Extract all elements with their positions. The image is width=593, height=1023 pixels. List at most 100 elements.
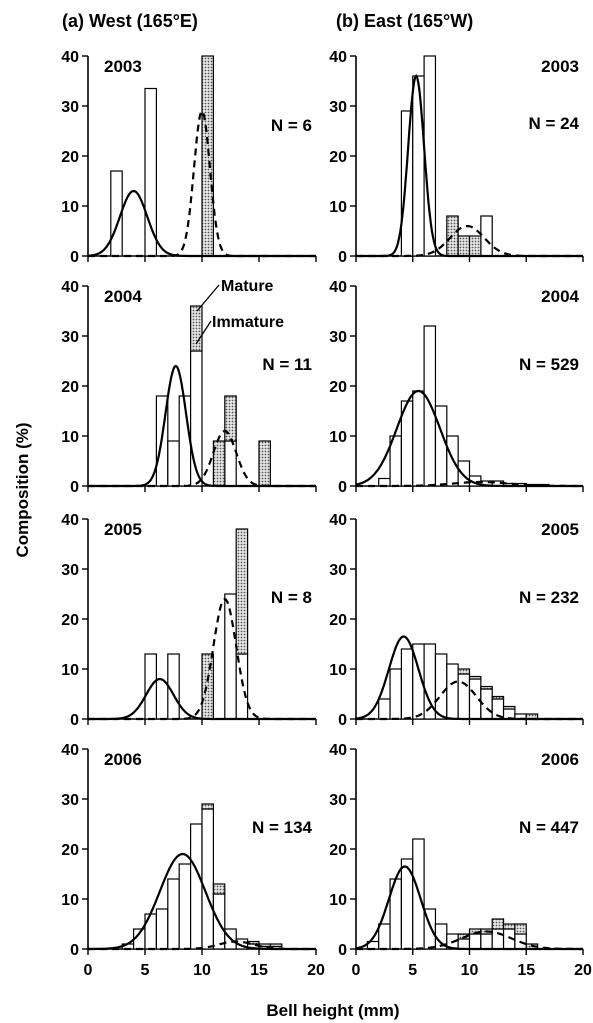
x-tick-label: 0 [352,962,361,979]
bar-mature [457,235,471,257]
y-tick-label: 40 [61,742,79,759]
year-label: 2005 [104,520,142,539]
panel-west-2004: 0 10 20 30 40 2004 N = 11 [61,279,317,496]
y-tick-label: 0 [338,479,347,496]
bar-immature [378,477,391,487]
legend-mature-label: Mature [221,278,274,295]
panel-west-2005: 0 10 20 30 40 2005 N = 8 [61,512,317,729]
year-label: 2006 [104,750,142,769]
y-tick-label: 20 [329,379,347,396]
fit-curve-mature [88,597,316,721]
y-tick-label: 20 [61,612,79,629]
x-tick-label: 20 [574,962,592,979]
bar-immature [155,908,169,950]
bar-immature [480,215,493,257]
bar-mature [190,305,203,352]
bar-mature [235,528,249,655]
y-tick-label: 0 [338,712,347,729]
fit-curve-mature [356,680,583,721]
y-tick-label: 0 [70,249,79,266]
y-tick-label: 0 [70,712,79,729]
y-tick-label: 30 [61,99,79,116]
bar-mature [201,803,214,810]
fit-curve-immature [356,73,583,258]
y-tick-label: 30 [61,792,79,809]
bar-immature [167,878,180,950]
y-tick-label: 30 [329,99,347,116]
x-tick-label: 10 [193,962,211,979]
panel-east-2003: 0 10 20 30 40 2003 N = 24 [329,49,584,266]
y-tick-label: 40 [61,49,79,66]
x-tick-label: 15 [517,962,535,979]
bar-mature [457,668,471,675]
sample-size-label: N = 8 [271,588,312,607]
sample-size-label: N = 529 [519,355,579,374]
panel-west-2006: 0 10 20 30 40 0 5 10 15 20 2006 N = 134 [61,742,325,979]
bar-mature [502,705,516,710]
y-tick-label: 20 [329,842,347,859]
year-label: 2004 [104,287,142,306]
bar-mature [201,55,214,257]
fit-curve-immature [355,865,583,951]
bar-immature [201,808,214,950]
x-tick-label: 15 [250,962,268,979]
bar-immature [457,938,471,950]
bar-mature [468,235,482,257]
panels: 0 10 20 30 40 2003 N = 6 0 10 20 30 40 2003 N = 24 0 10… [61,49,592,979]
y-tick-label: 20 [61,842,79,859]
bar-immature [235,653,249,720]
bar-immature [457,460,471,487]
fit-curve-mature [88,940,316,951]
y-tick-label: 10 [329,662,347,679]
y-tick-label: 40 [61,512,79,529]
bar-mature [514,923,527,935]
bar-immature [190,823,203,950]
y-tick-label: 0 [338,942,347,959]
sample-size-label: N = 134 [252,818,313,837]
bar-mature [269,943,283,948]
bar-immature [412,75,425,257]
y-tick-label: 30 [329,792,347,809]
y-tick-label: 0 [70,942,79,959]
year-label: 2005 [541,520,579,539]
x-tick-label: 5 [408,962,417,979]
bar-immature [400,648,414,720]
legend-annotation: Mature Immature [195,278,284,345]
year-label: 2003 [104,57,142,76]
bar-immature [389,668,402,720]
sample-size-label: N = 11 [262,355,312,374]
fit-curve-mature [356,480,583,488]
x-tick-label: 20 [307,962,325,979]
bar-immature [224,440,237,487]
bar-immature [491,928,505,950]
panel-east-2006: 0 10 20 30 40 0 5 10 15 20 2006 N = 447 [329,742,592,979]
sample-size-label: N = 24 [528,114,579,133]
y-axis-label: Composition (%) [13,422,32,557]
legend-mature-pointer [196,284,220,312]
fit-curve-immature [355,389,583,488]
bar-mature [480,685,493,690]
y-tick-label: 30 [61,329,79,346]
bar-mature [212,883,226,895]
y-tick-label: 40 [329,279,347,296]
y-tick-label: 40 [329,512,347,529]
y-tick-label: 40 [329,742,347,759]
y-tick-label: 0 [338,249,347,266]
bar-mature [468,675,482,680]
y-tick-label: 30 [329,562,347,579]
y-tick-label: 30 [329,329,347,346]
sample-size-label: N = 447 [519,818,579,837]
legend-immature-label: Immature [212,314,284,331]
y-tick-label: 10 [61,199,79,216]
y-tick-label: 20 [329,149,347,166]
x-tick-label: 0 [84,962,93,979]
west-title: (a) West (165°E) [62,11,198,31]
bar-mature [491,695,505,700]
fit-curve-mature [356,930,583,951]
y-tick-label: 20 [61,149,79,166]
y-tick-label: 40 [329,49,347,66]
sample-size-label: N = 232 [519,588,579,607]
y-tick-label: 20 [61,379,79,396]
fit-curve-mature [88,109,316,258]
bar-immature [378,698,391,720]
